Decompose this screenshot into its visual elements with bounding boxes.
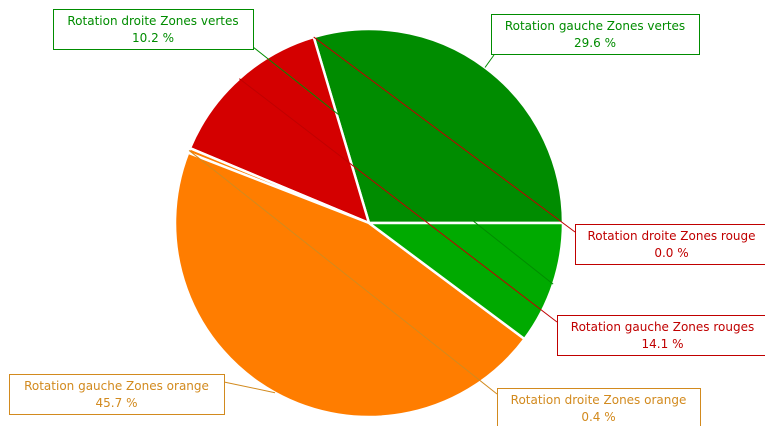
slice-label: Rotation droite Zones vertes: [67, 14, 238, 28]
slice-label: Rotation gauche Zones rouges: [571, 320, 754, 334]
slice-percent-label: 0.0 %: [654, 246, 688, 260]
slice-percent-label: 10.2 %: [132, 31, 174, 45]
slice-percent-label: 0.4 %: [581, 410, 615, 424]
slice-percent-label: 45.7 %: [96, 396, 138, 410]
slice-percent-label: 29.6 %: [574, 36, 616, 50]
slice-label: Rotation droite Zones rouge: [587, 229, 755, 243]
slice-percent-label: 14.1 %: [642, 337, 684, 351]
slice-label: Rotation gauche Zones vertes: [505, 19, 685, 33]
leader-line: [485, 55, 494, 67]
slice-label: Rotation droite Zones orange: [511, 393, 687, 407]
pie-slices: [175, 29, 563, 417]
slice-label: Rotation gauche Zones orange: [24, 379, 209, 393]
